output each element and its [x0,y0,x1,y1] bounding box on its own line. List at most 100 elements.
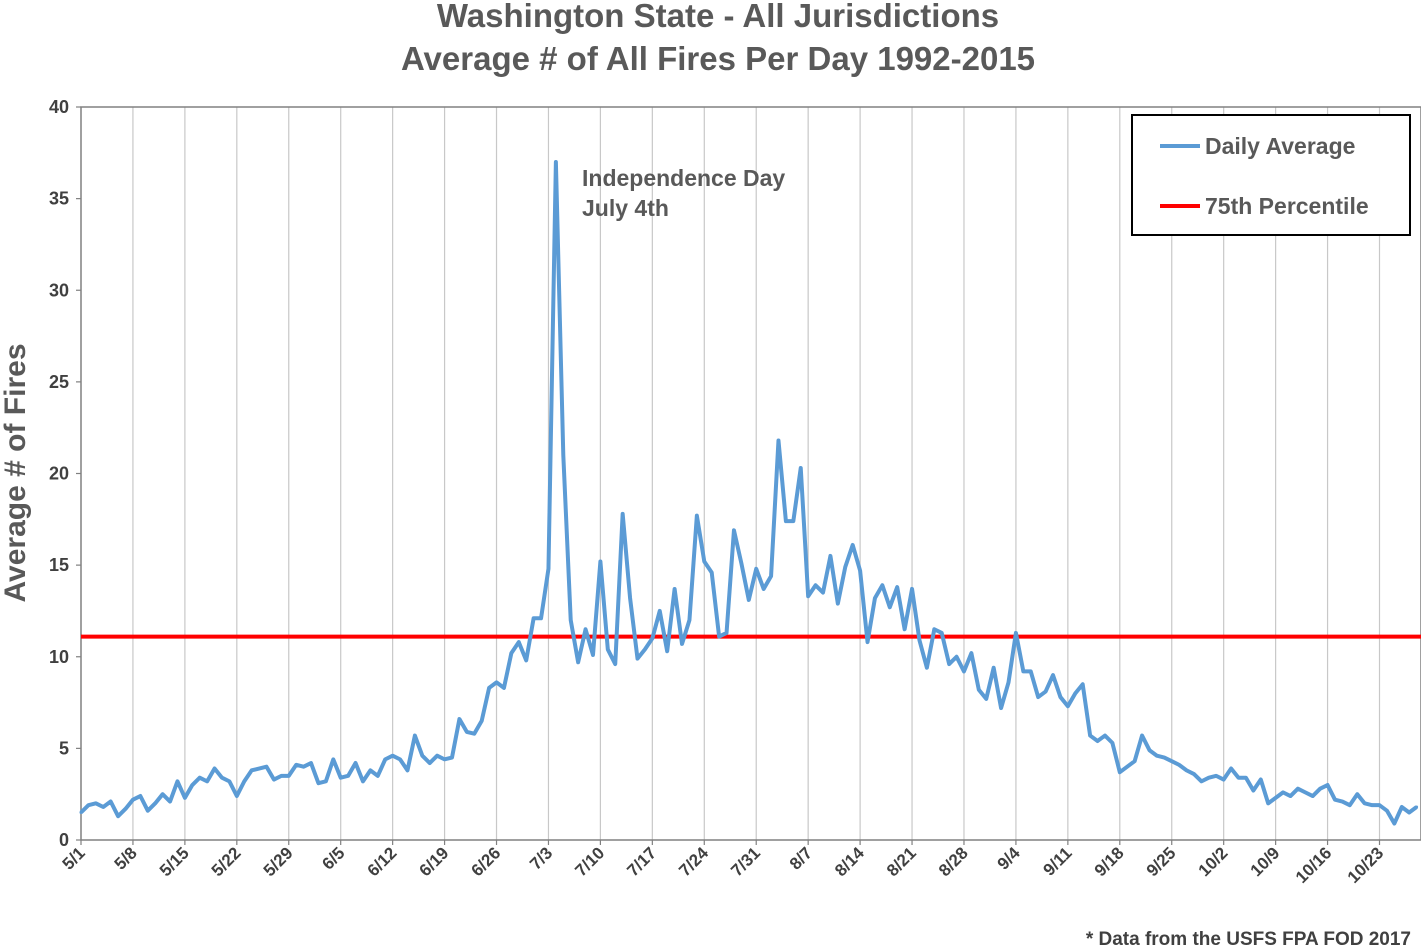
data-point [851,543,855,547]
y-tick-label: 25 [49,372,69,392]
data-point [1170,759,1174,763]
legend-label-75th-percentile: 75th Percentile [1205,193,1369,219]
data-point [747,598,751,602]
x-tick-label: 6/26 [468,843,505,880]
data-point [1326,783,1330,787]
data-point [843,565,847,569]
y-tick-label: 35 [49,189,69,209]
data-point [955,655,959,659]
data-point [1340,800,1344,804]
data-point [821,591,825,595]
y-tick-label: 15 [49,555,69,575]
data-point [279,774,283,778]
data-point [1058,695,1062,699]
x-tick-label: 6/12 [364,843,401,880]
data-point [1392,822,1396,826]
x-tick-label: 8/7 [786,843,816,873]
data-point [324,779,328,783]
x-tick-label: 10/16 [1292,843,1336,887]
data-point [124,807,128,811]
x-axis-ticks: 5/1 5/8 5/15 5/22 5/29 6/5 6/12 6/19 6/26 7/3 7/10… [59,840,1388,887]
data-point [687,618,691,622]
x-tick-label: 7/10 [571,843,608,880]
data-point [591,653,595,657]
y-tick-label: 40 [49,97,69,117]
data-point [665,649,669,653]
data-point [487,686,491,690]
y-tick-label: 0 [59,830,69,850]
data-point [116,814,120,818]
data-point [1177,763,1181,767]
data-point [1118,770,1122,774]
data-point [1155,754,1159,758]
x-tick-label: 10/23 [1344,843,1388,887]
data-point [1192,772,1196,776]
data-point [413,734,417,738]
data-point [428,761,432,765]
data-point [294,763,298,767]
data-point [205,779,209,783]
data-point [717,635,721,639]
data-point [495,680,499,684]
data-point [1147,748,1151,752]
data-point [732,528,736,532]
y-axis-label: Average # of Fires [0,344,32,603]
x-tick-label: 9/18 [1091,843,1128,880]
data-point [673,587,677,591]
legend: Daily Average 75th Percentile [1131,114,1411,236]
data-point [762,587,766,591]
data-point [895,585,899,589]
data-point [554,160,558,164]
x-tick-label: 8/21 [883,843,920,880]
data-point [1370,803,1374,807]
x-tick-label: 8/14 [831,843,868,880]
data-point [443,757,447,761]
data-point [457,717,461,721]
data-point [806,594,810,598]
y-tick-label: 20 [49,464,69,484]
data-point [146,809,150,813]
data-point [1103,734,1107,738]
data-point [175,779,179,783]
data-point [621,512,625,516]
data-point [190,783,194,787]
data-point [1274,796,1278,800]
data-point [472,732,476,736]
data-point [257,767,261,771]
data-point [502,686,506,690]
data-point [309,761,313,765]
data-point [532,616,536,620]
data-point [828,554,832,558]
data-point [1110,741,1114,745]
chart-title-line2: Average # of All Fires Per Day 1992-2015 [401,40,1035,77]
data-point [250,768,254,772]
grid [132,107,1381,840]
data-point [302,765,306,769]
series-daily-average [79,159,1418,826]
data-point [576,660,580,664]
data-point [1229,767,1233,771]
data-point [1303,790,1307,794]
data-point [947,662,951,666]
data-point [1081,682,1085,686]
data-point [509,651,513,655]
data-point [1407,811,1411,815]
data-point [1415,805,1419,809]
x-tick-label: 5/22 [208,843,245,880]
data-point [272,778,276,782]
data-point [138,794,142,798]
data-point [1355,792,1359,796]
data-point [969,651,973,655]
data-point [680,642,684,646]
data-point [1318,787,1322,791]
data-point [858,569,862,573]
data-point [1311,794,1315,798]
x-tick-label: 5/29 [260,843,297,880]
data-point [1073,691,1077,695]
data-point [1244,776,1248,780]
data-point [917,638,921,642]
data-point [331,757,335,761]
data-point [903,627,907,631]
data-point [368,768,372,772]
data-point [1363,801,1367,805]
